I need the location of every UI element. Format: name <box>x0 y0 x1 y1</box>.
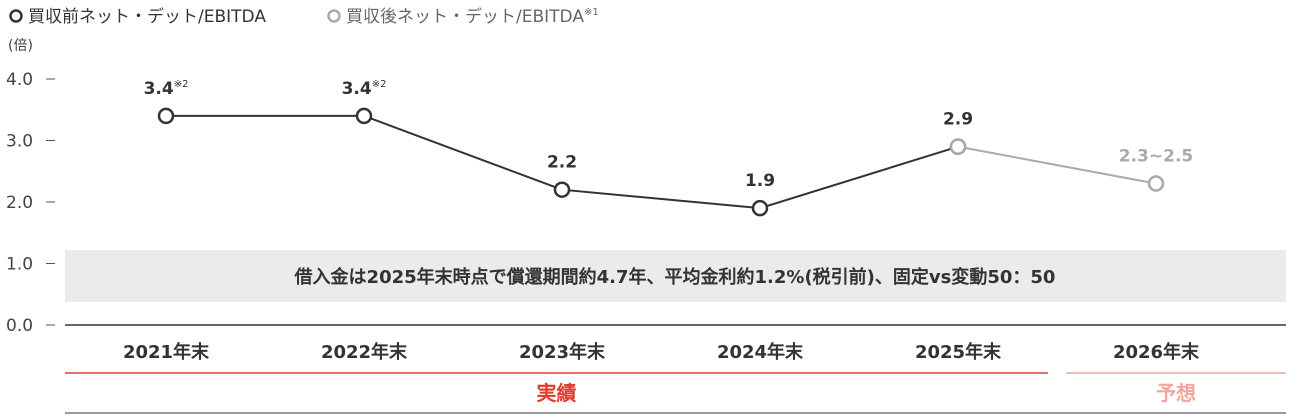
x-category-label: 2025年末 <box>915 341 1002 363</box>
x-category-label: 2024年末 <box>717 341 804 363</box>
data-label: 2.2 <box>547 153 577 173</box>
x-category-label: 2023年末 <box>519 341 606 363</box>
group-label: 実績 <box>537 381 577 405</box>
circle-outline-icon <box>9 9 23 23</box>
legend-label: 買収後ネット・デット/EBITDA※1 <box>346 6 599 27</box>
annotation-text: 借入金は2025年末時点で償還期間約4.7年、平均金利約1.2%(税引前)、固定… <box>294 266 1056 288</box>
x-category-label: 2026年末 <box>1113 341 1200 363</box>
x-category-label: 2022年末 <box>321 341 408 363</box>
data-label: 2.9 <box>943 110 973 130</box>
data-label: 3.4※2 <box>144 79 189 99</box>
y-tick-label: 2.0 <box>6 193 33 213</box>
data-label: 1.9 <box>745 171 775 191</box>
data-point-marker <box>355 107 373 125</box>
data-point-marker <box>157 107 175 125</box>
legend-label: 買収前ネット・デット/EBITDA <box>28 6 266 27</box>
y-tick-label: 4.0 <box>6 70 33 90</box>
circle-outline-icon <box>327 9 341 23</box>
annotation-banner <box>65 250 1286 302</box>
y-tick-label: 1.0 <box>6 255 33 275</box>
data-label: 3.4※2 <box>342 79 387 99</box>
y-tick-label: 3.0 <box>6 132 33 152</box>
y-axis-unit-label: (倍) <box>8 38 33 54</box>
legend: 買収前ネット・デット/EBITDA 買収後ネット・デット/EBITDA※1 <box>9 6 599 27</box>
series-line <box>957 145 1157 185</box>
y-tick-label: 0.0 <box>6 316 33 336</box>
data-point-marker <box>949 138 967 155</box>
group-label: 予想 <box>1156 381 1196 405</box>
data-point-marker <box>751 199 769 217</box>
data-point-marker <box>553 181 571 198</box>
x-category-label: 2021年末 <box>123 341 210 363</box>
data-point-marker <box>1147 175 1165 192</box>
data-label: 2.3~2.5 <box>1119 147 1193 167</box>
